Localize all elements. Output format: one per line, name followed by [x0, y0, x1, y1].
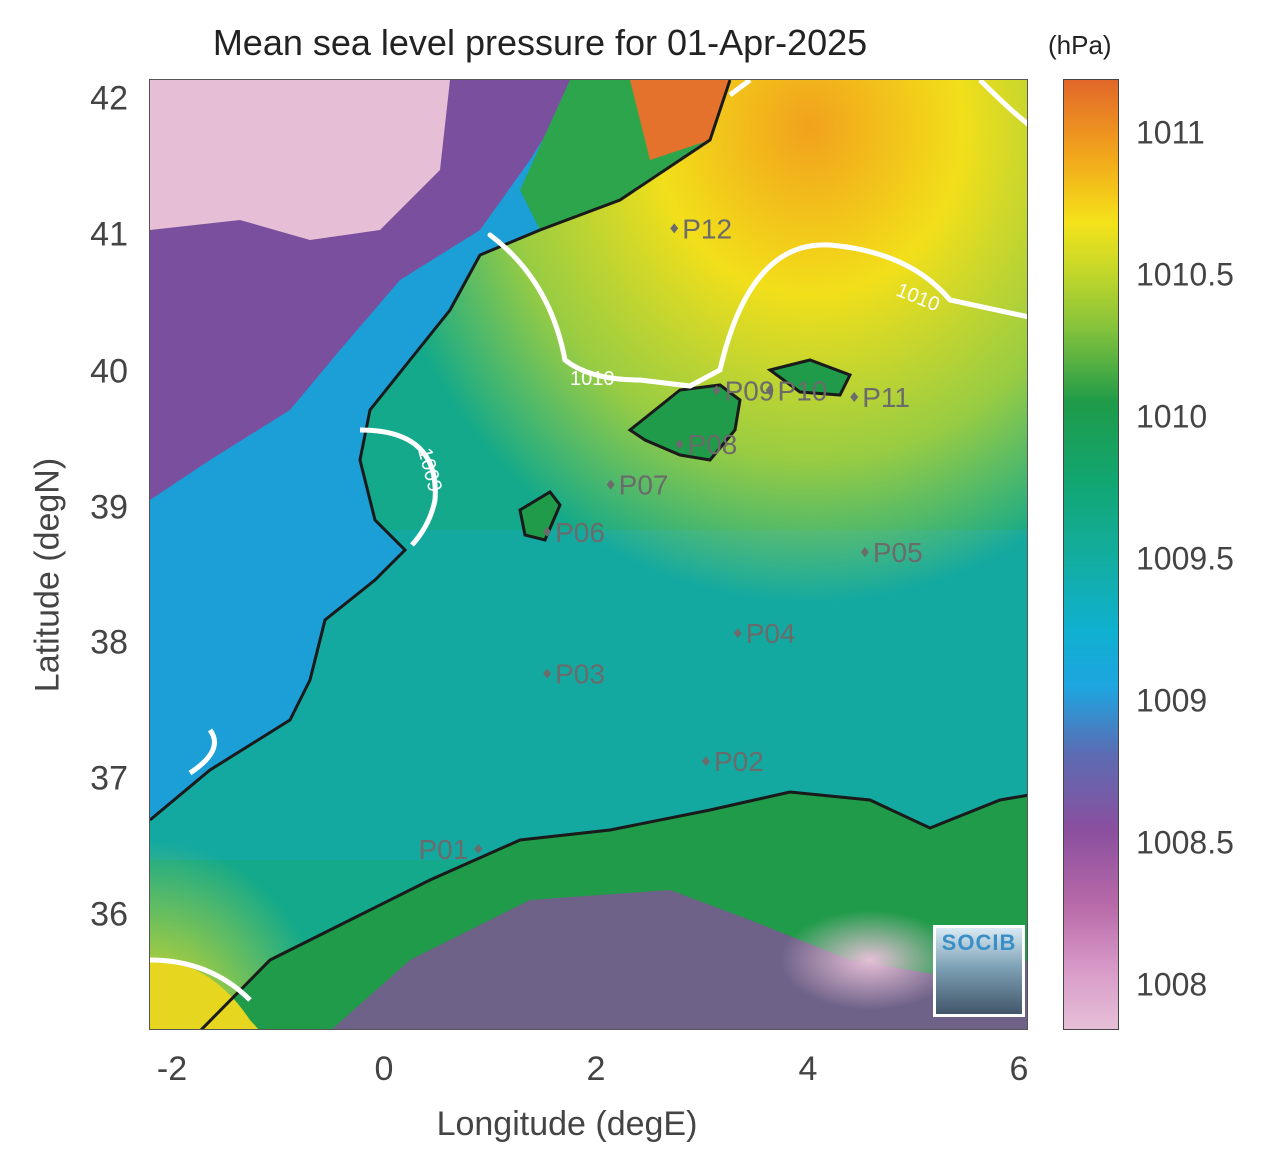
station-marker-p05	[860, 547, 869, 558]
x-axis-label: Longitude (degE)	[436, 1105, 698, 1143]
station-marker-p07	[606, 479, 615, 490]
station-label-p10: P10	[778, 375, 828, 406]
station-marker-p11	[850, 392, 859, 402]
station-label-p05: P05	[873, 537, 923, 568]
colorbar	[1063, 79, 1119, 1030]
ibiza-island	[518, 490, 562, 542]
catalonia-land	[630, 80, 730, 160]
low-pressure-algeria	[780, 910, 960, 1010]
station-marker-p08	[675, 439, 684, 450]
station-label-p08: P08	[688, 429, 738, 460]
socib-logo-text: SOCIB	[941, 930, 1017, 955]
xtick-6: 6	[1009, 1050, 1029, 1088]
map-svg: 1010 1010 1009 P01P02P03P04P05P06P07P08P…	[150, 80, 1027, 1029]
isobar-1009	[359, 427, 438, 547]
station-label-p04: P04	[746, 618, 796, 649]
xtick-4: 4	[798, 1050, 818, 1088]
xtick--2: -2	[156, 1050, 188, 1088]
chart-title: Mean sea level pressure for 01-Apr-2025	[212, 22, 868, 63]
station-marker-p04	[733, 628, 742, 639]
iberia-plateau	[150, 80, 450, 240]
station-label-p01: P01	[418, 834, 468, 865]
colorbar-tick-1008-5: 1008.5	[1136, 824, 1234, 861]
station-label-p12: P12	[682, 213, 732, 244]
map-area: 1010 1010 1009 P01 P02 P03 P04 P05 P06 P07 P08 P…	[149, 79, 1028, 1030]
xtick-0: 0	[374, 1050, 394, 1088]
ytick-40: 40	[90, 352, 128, 391]
station-label-p02: P02	[714, 746, 764, 777]
station-marker-p12	[670, 223, 679, 234]
y-axis-label: Latitude (degN)	[28, 457, 67, 693]
contour-label-1010: 1010	[570, 368, 615, 390]
station-label-p06: P06	[555, 517, 605, 548]
station-marker-p03	[543, 668, 552, 679]
station-label-p11: P11	[862, 382, 910, 413]
station-marker-p10	[765, 385, 774, 396]
colorbar-tick-1008: 1008	[1136, 966, 1208, 1003]
colorbar-tick-1010-5: 1010.5	[1136, 256, 1234, 293]
isobar-1010-north	[728, 80, 1027, 127]
station-marker-p02	[701, 756, 710, 767]
mallorca-island	[627, 383, 742, 462]
station-marker-p09	[712, 385, 721, 396]
southwest-high	[150, 960, 259, 1029]
menorca-island	[766, 358, 853, 397]
ytick-37: 37	[90, 759, 128, 798]
station-label-p03: P03	[555, 659, 605, 690]
isobar-1009-south	[188, 728, 217, 776]
ytick-39: 39	[90, 488, 128, 527]
ytick-41: 41	[90, 215, 128, 254]
iberia-coastline	[150, 80, 732, 822]
isobar-southwest	[150, 957, 252, 1002]
socib-logo: SOCIB	[933, 925, 1025, 1017]
isobar-1010	[487, 232, 1027, 389]
africa-coastline	[199, 790, 1027, 1029]
ytick-38: 38	[90, 623, 128, 662]
colorbar-tick-1009-5: 1009.5	[1136, 540, 1234, 577]
colorbar-tick-1010: 1010	[1136, 398, 1208, 435]
colorbar-tick-1011: 1011	[1136, 114, 1205, 151]
station-marker-p06	[543, 526, 552, 537]
station-marker-p01	[474, 843, 483, 854]
ytick-36: 36	[90, 895, 128, 934]
station-label-p07: P07	[619, 470, 669, 501]
xtick-2: 2	[586, 1050, 606, 1088]
colorbar-unit: (hPa)	[1048, 30, 1112, 60]
colorbar-tick-1009: 1009	[1136, 682, 1208, 719]
ytick-42: 42	[90, 79, 128, 118]
